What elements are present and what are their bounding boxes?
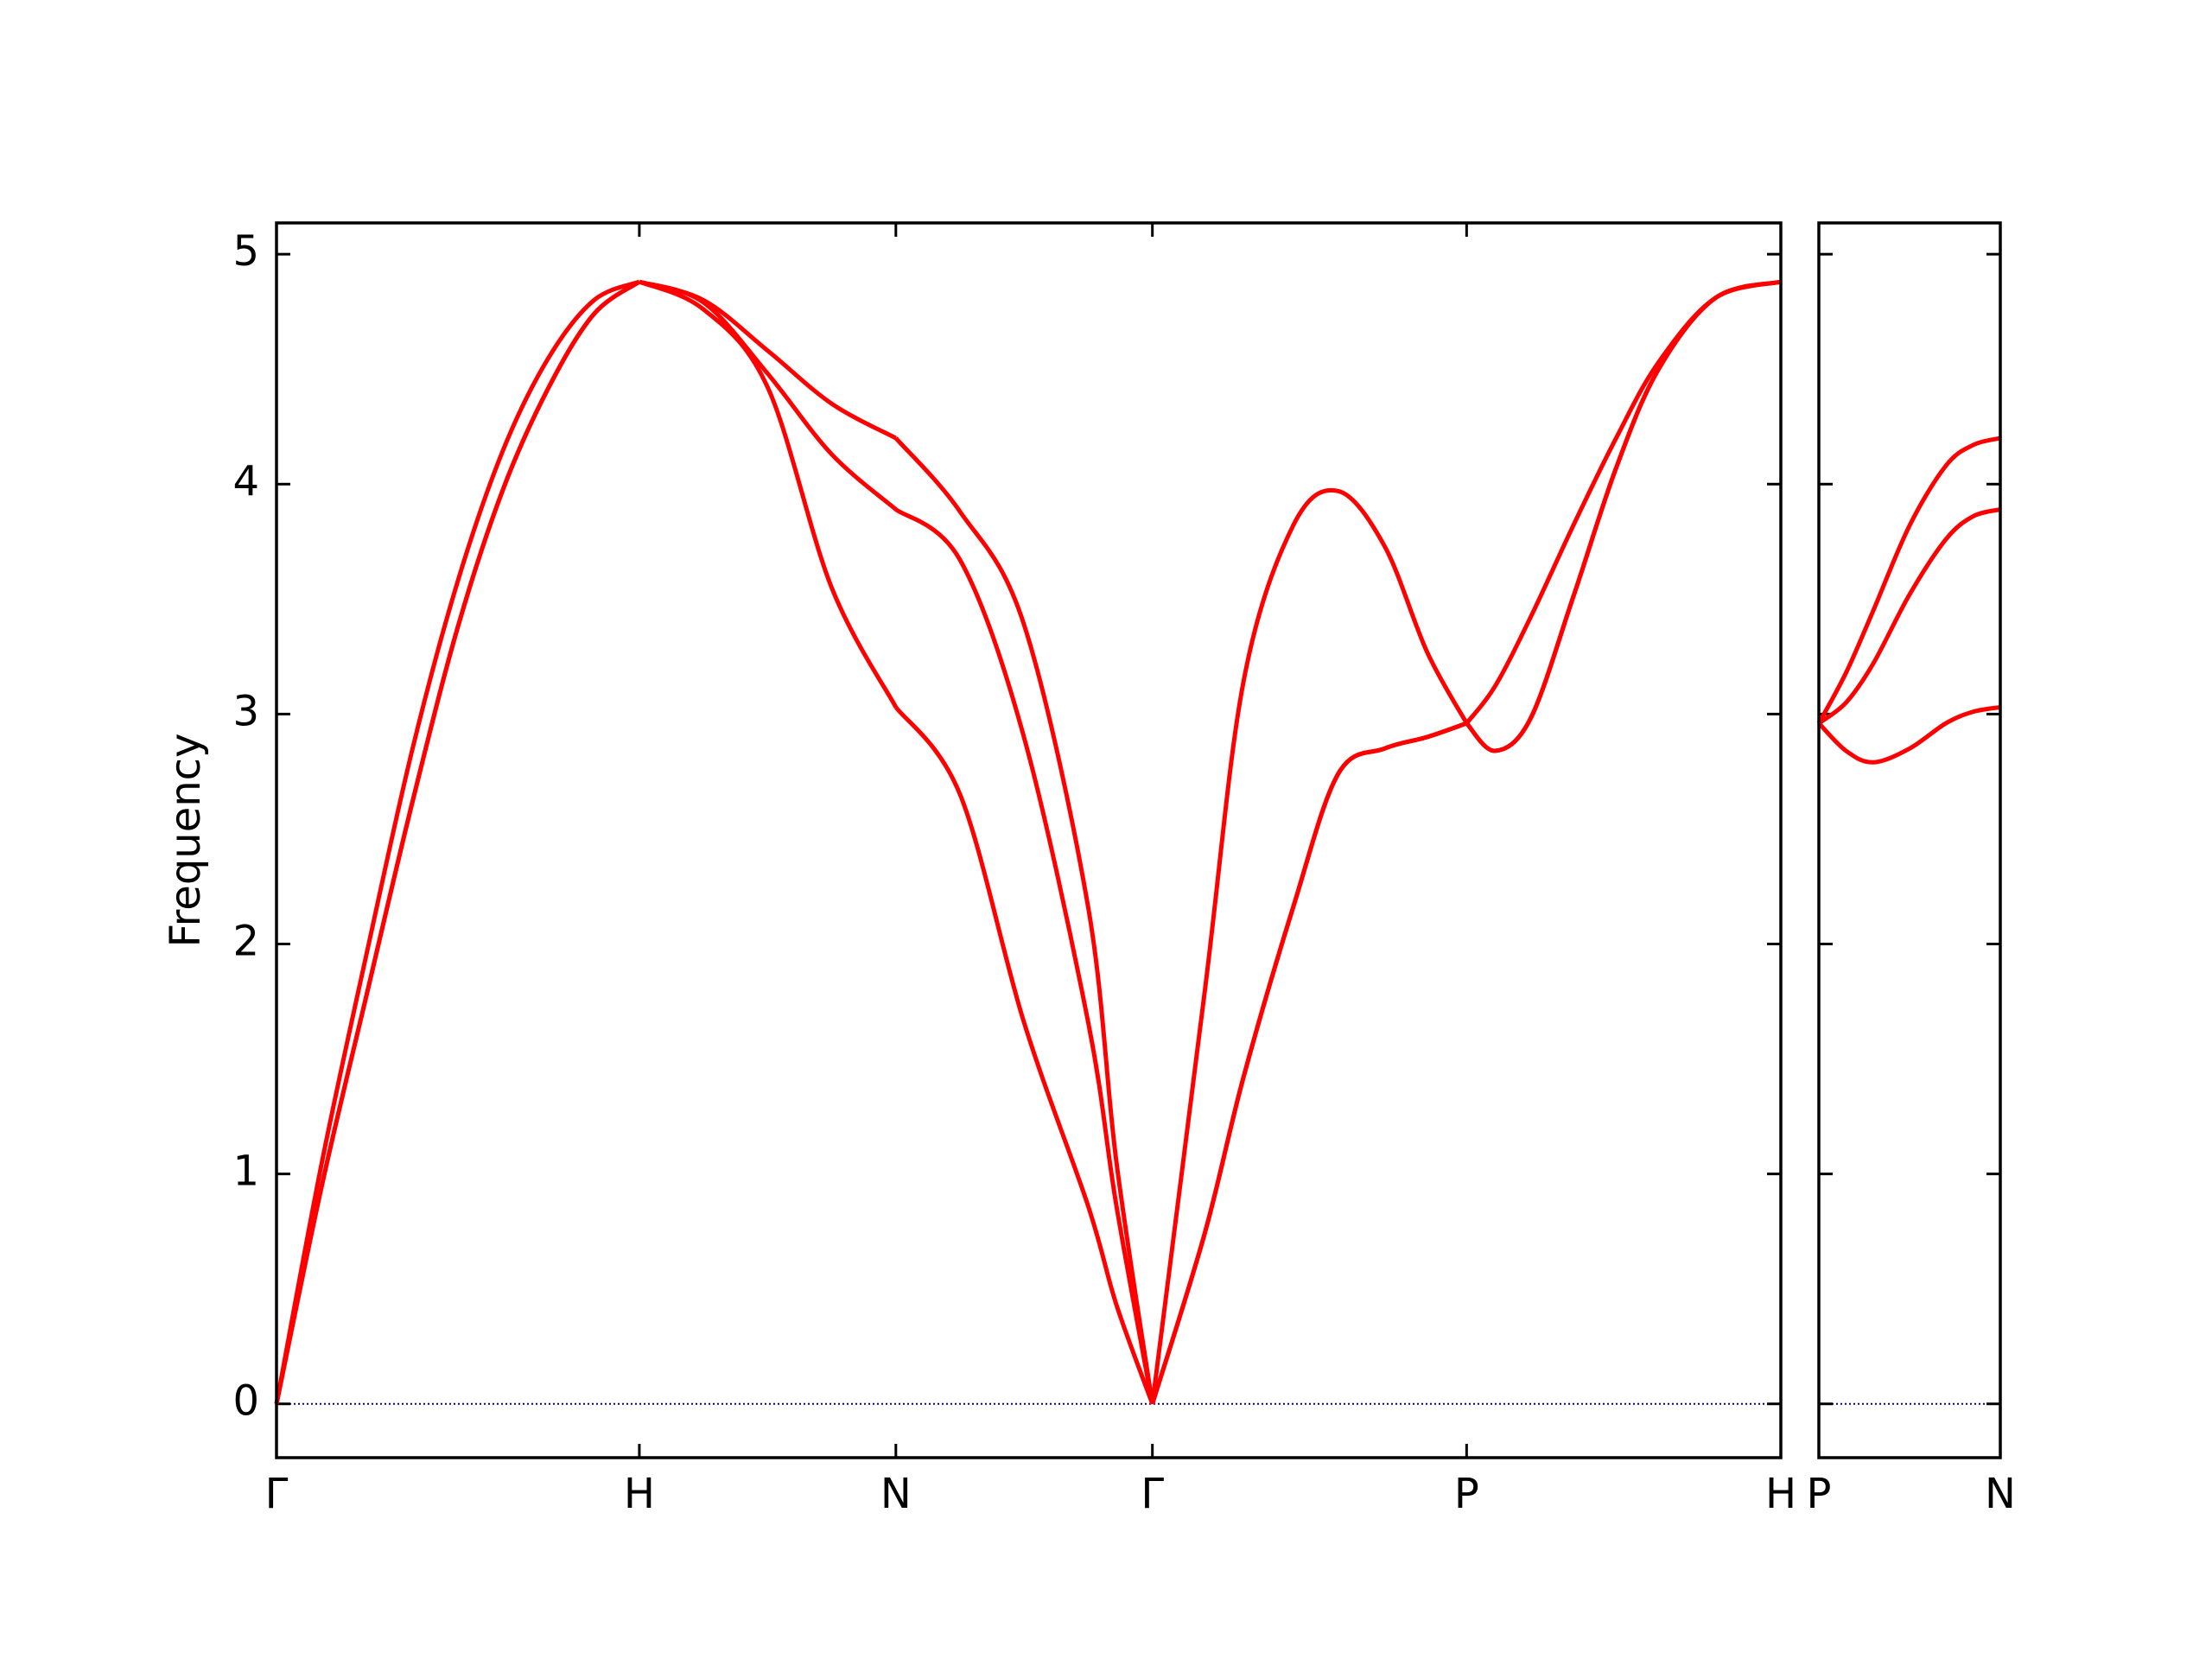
- x-tick-label: P: [1454, 1470, 1479, 1518]
- band-line: [1817, 507, 2001, 726]
- y-tick-label: 5: [232, 227, 259, 276]
- x-tick-label: N: [1985, 1470, 2016, 1518]
- x-tick-label: Γ: [1141, 1470, 1164, 1518]
- band-line: [1816, 435, 2001, 725]
- y-tick-label: 4: [232, 457, 259, 505]
- x-tick-label: H: [1765, 1470, 1796, 1518]
- x-tick-label: N: [880, 1470, 912, 1518]
- y-tick-label: 3: [232, 687, 259, 735]
- band-line: [274, 279, 1782, 1405]
- x-tick-label: P: [1807, 1470, 1832, 1518]
- x-tick-label: H: [624, 1470, 655, 1518]
- x-tick-label: Γ: [265, 1470, 289, 1518]
- band-line: [1817, 704, 2001, 765]
- y-tick-label: 0: [232, 1377, 259, 1426]
- y-tick-label: 2: [232, 918, 259, 966]
- y-axis-label: Frequency: [162, 734, 210, 948]
- y-tick-label: 1: [232, 1147, 259, 1196]
- plot-frame: [275, 221, 1783, 1459]
- plot-frame: [1817, 221, 2002, 1459]
- band-line: [274, 279, 1782, 1405]
